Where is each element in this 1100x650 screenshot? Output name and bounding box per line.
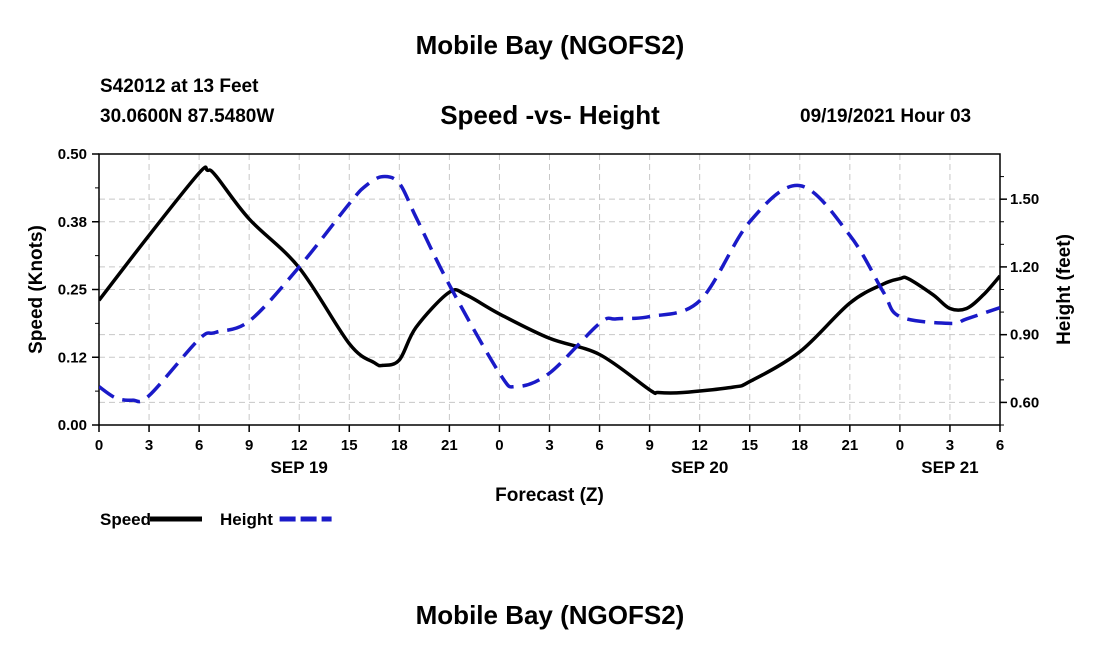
x-tick-label: 15 — [341, 437, 358, 454]
y-right-tick-label: 1.20 — [1010, 259, 1039, 276]
chart-title: Speed -vs- Height — [440, 100, 660, 130]
x-tick-label: 15 — [741, 437, 758, 454]
x-tick-label: 3 — [545, 437, 553, 454]
legend-label-speed: Speed — [100, 510, 151, 529]
x-tick-label: 9 — [245, 437, 253, 454]
x-tick-label: 0 — [95, 437, 103, 454]
legend: Speed Height — [100, 510, 332, 529]
x-tick-label: 21 — [441, 437, 458, 454]
y-left-tick-label: 0.38 — [58, 214, 87, 231]
y-right-tick-label: 1.50 — [1010, 191, 1039, 208]
y-axis-left-label: Speed (Knots) — [26, 225, 47, 354]
date-label: SEP 20 — [671, 458, 728, 477]
y-right-tick-label: 0.60 — [1010, 394, 1039, 411]
x-tick-label: 0 — [896, 437, 904, 454]
legend-label-height: Height — [220, 510, 273, 529]
main-title: Mobile Bay (NGOFS2) — [415, 30, 685, 60]
x-tick-label: 6 — [595, 437, 603, 454]
x-tick-label: 9 — [645, 437, 653, 454]
date-label: SEP 19 — [271, 458, 328, 477]
x-tick-label: 6 — [996, 437, 1004, 454]
tick-labels: 0 3 6 9 12 15 18 21 0 3 6 9 12 15 18 21 0 3 6 SEP 19 SEP 20 S… — [58, 146, 1039, 477]
axis-ticks — [92, 153, 1007, 432]
date-label: SEP 21 — [921, 458, 978, 477]
footer-title: Mobile Bay (NGOFS2) — [415, 600, 685, 630]
x-tick-label: 18 — [791, 437, 808, 454]
station-label: S42012 at 13 Feet — [100, 76, 259, 97]
y-left-tick-label: 0.12 — [58, 349, 87, 366]
grid — [99, 154, 1000, 425]
x-tick-label: 21 — [841, 437, 858, 454]
series-line-speed — [99, 165, 1000, 396]
series — [99, 165, 1000, 404]
x-tick-label: 12 — [291, 437, 308, 454]
forecast-datetime: 09/19/2021 Hour 03 — [800, 106, 972, 127]
x-tick-label: 3 — [946, 437, 954, 454]
x-axis-label: Forecast (Z) — [495, 485, 604, 506]
x-tick-label: 3 — [145, 437, 153, 454]
x-tick-label: 0 — [495, 437, 503, 454]
y-left-tick-label: 0.00 — [58, 417, 87, 434]
y-right-tick-label: 0.90 — [1010, 327, 1039, 344]
y-left-tick-label: 0.25 — [58, 282, 87, 299]
coordinates-label: 30.0600N 87.5480W — [100, 106, 275, 127]
y-left-tick-label: 0.50 — [58, 146, 87, 163]
x-tick-label: 12 — [691, 437, 708, 454]
y-axis-right-label: Height (feet) — [1054, 234, 1075, 345]
x-tick-label: 18 — [391, 437, 408, 454]
x-tick-label: 6 — [195, 437, 203, 454]
series-line-height — [99, 174, 1000, 404]
